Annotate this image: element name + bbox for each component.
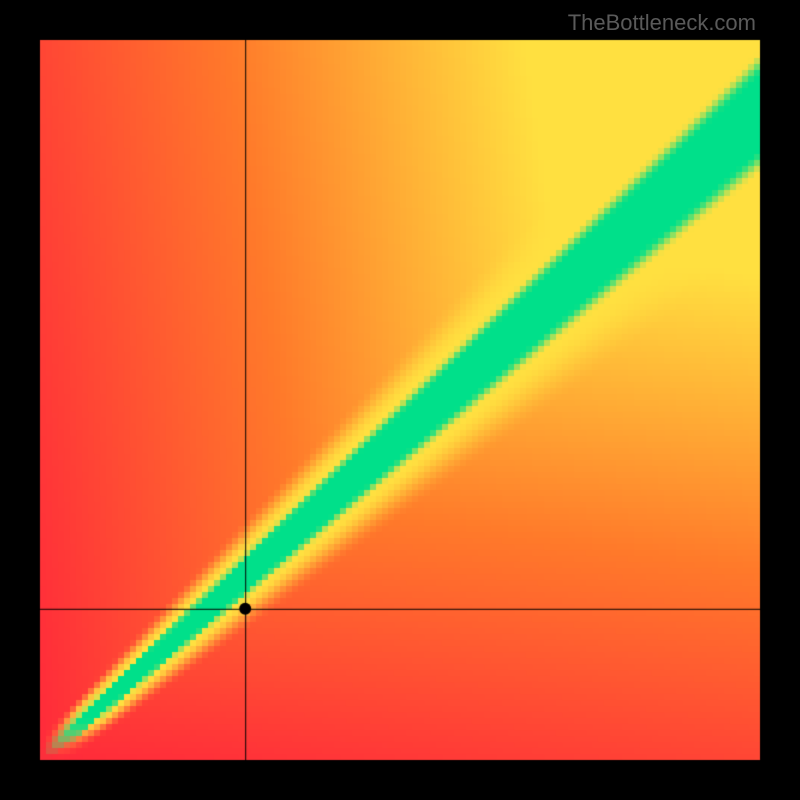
chart-container: TheBottleneck.com bbox=[0, 0, 800, 800]
watermark-text: TheBottleneck.com bbox=[568, 10, 756, 36]
bottleneck-heatmap bbox=[0, 0, 800, 800]
